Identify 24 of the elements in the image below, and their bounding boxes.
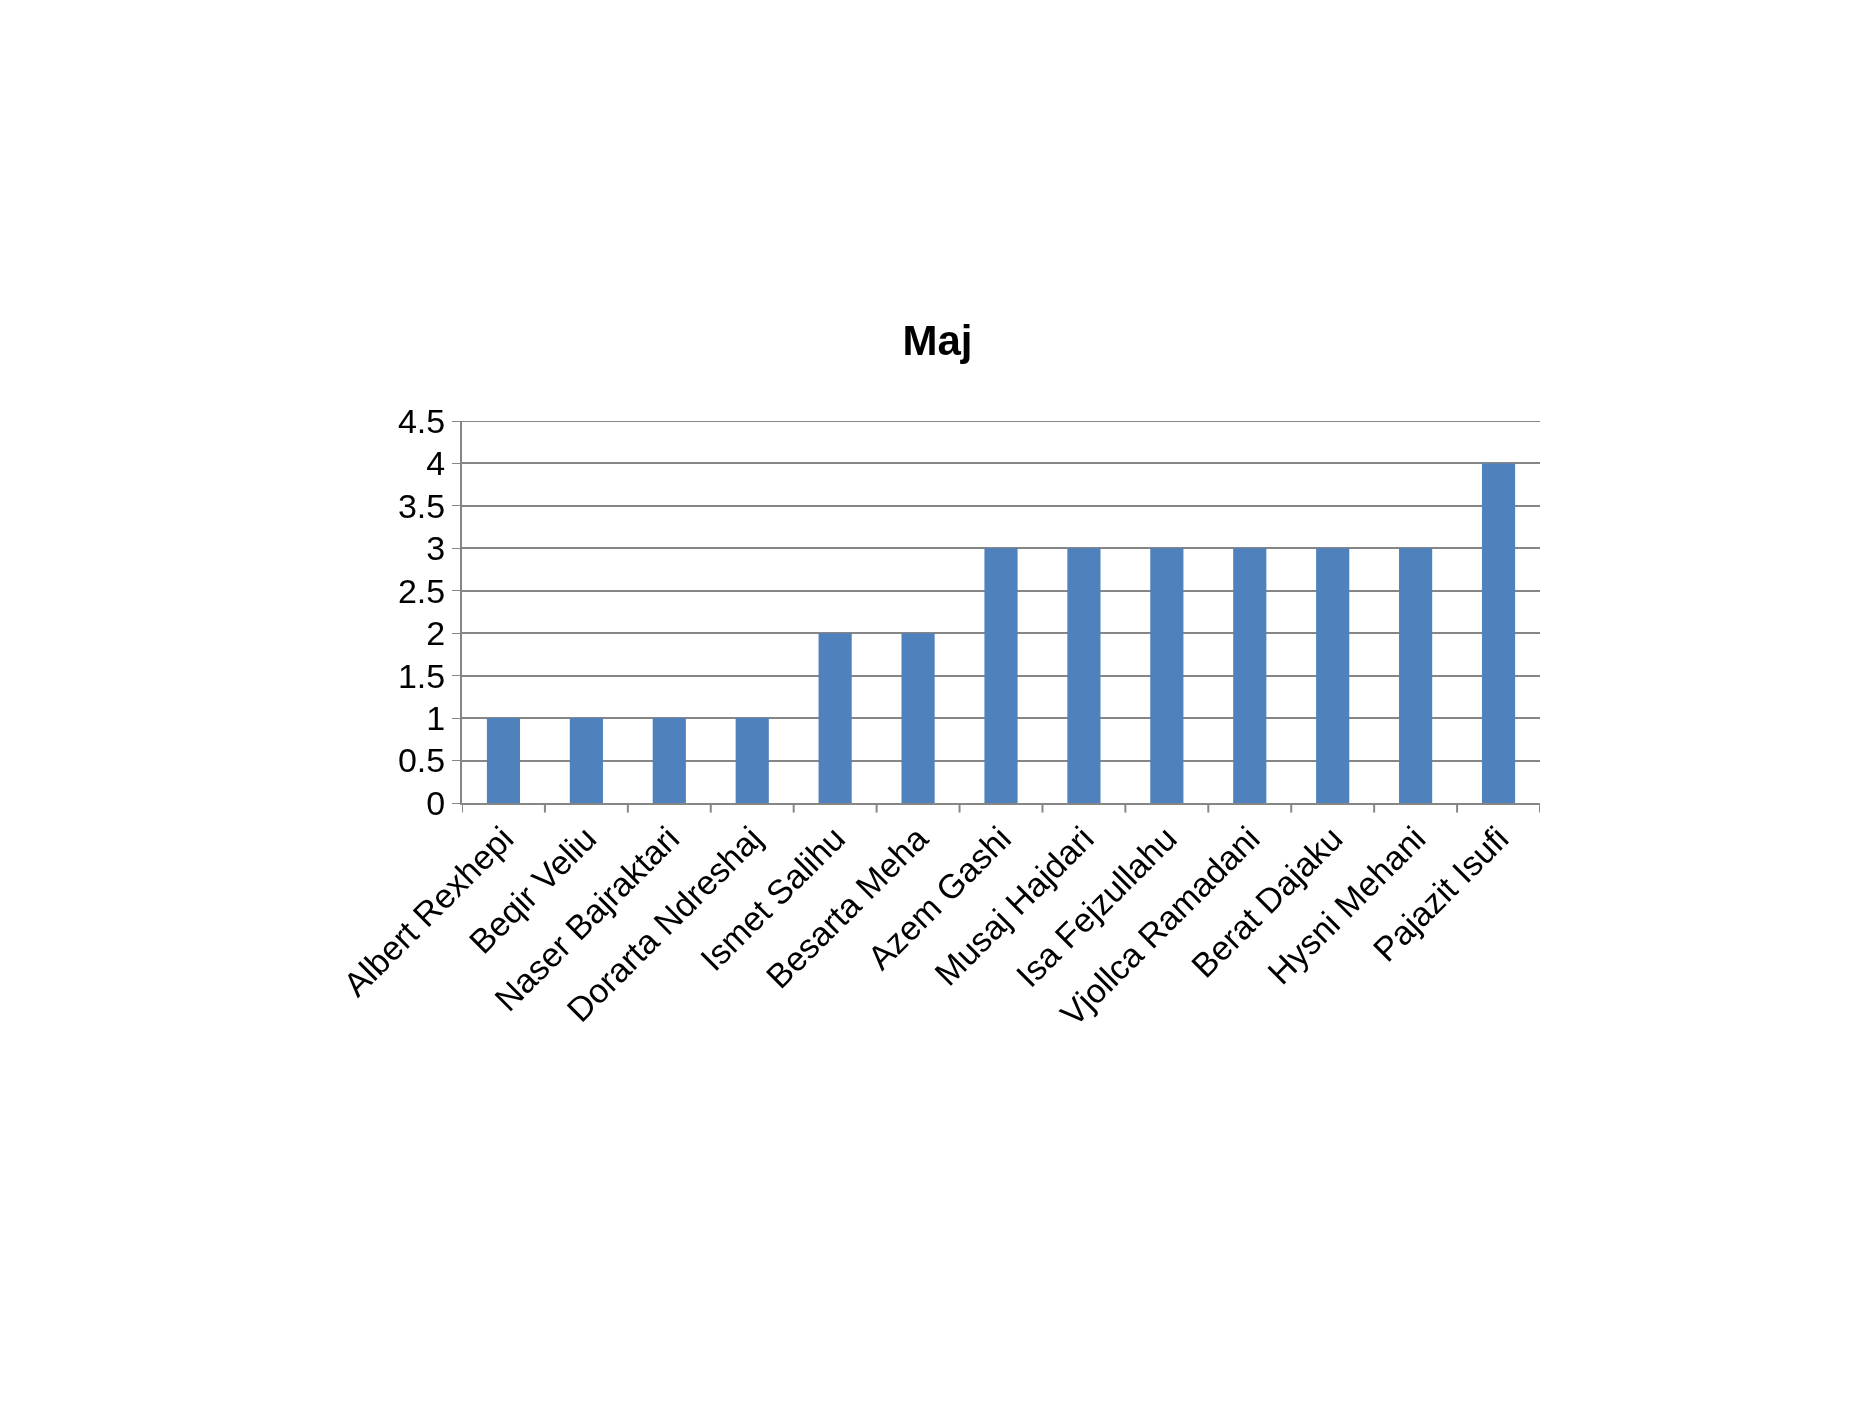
bar xyxy=(1316,548,1350,803)
y-tick-label: 4 xyxy=(426,444,446,483)
y-tick-label: 0 xyxy=(426,783,446,822)
bar xyxy=(735,718,769,803)
y-tick-label: 3 xyxy=(426,529,446,568)
y-tick-label: 3.5 xyxy=(397,486,446,525)
bar xyxy=(1150,548,1184,803)
chart-title: Maj xyxy=(902,316,973,364)
bar xyxy=(569,718,603,803)
y-tick-label: 1.5 xyxy=(397,656,446,695)
bar xyxy=(818,633,852,803)
bar xyxy=(1067,548,1101,803)
bar xyxy=(1481,463,1516,803)
bar xyxy=(901,633,935,803)
y-tick-label: 0.5 xyxy=(397,741,446,780)
bar xyxy=(652,718,686,803)
y-tick-label: 4.5 xyxy=(397,401,446,440)
y-tick-label: 2 xyxy=(426,614,446,653)
bar xyxy=(486,718,521,803)
bar xyxy=(1233,548,1267,803)
bar xyxy=(984,548,1018,803)
y-tick-label: 1 xyxy=(426,699,446,738)
bar xyxy=(1399,548,1433,803)
y-tick-label: 2.5 xyxy=(397,571,446,610)
